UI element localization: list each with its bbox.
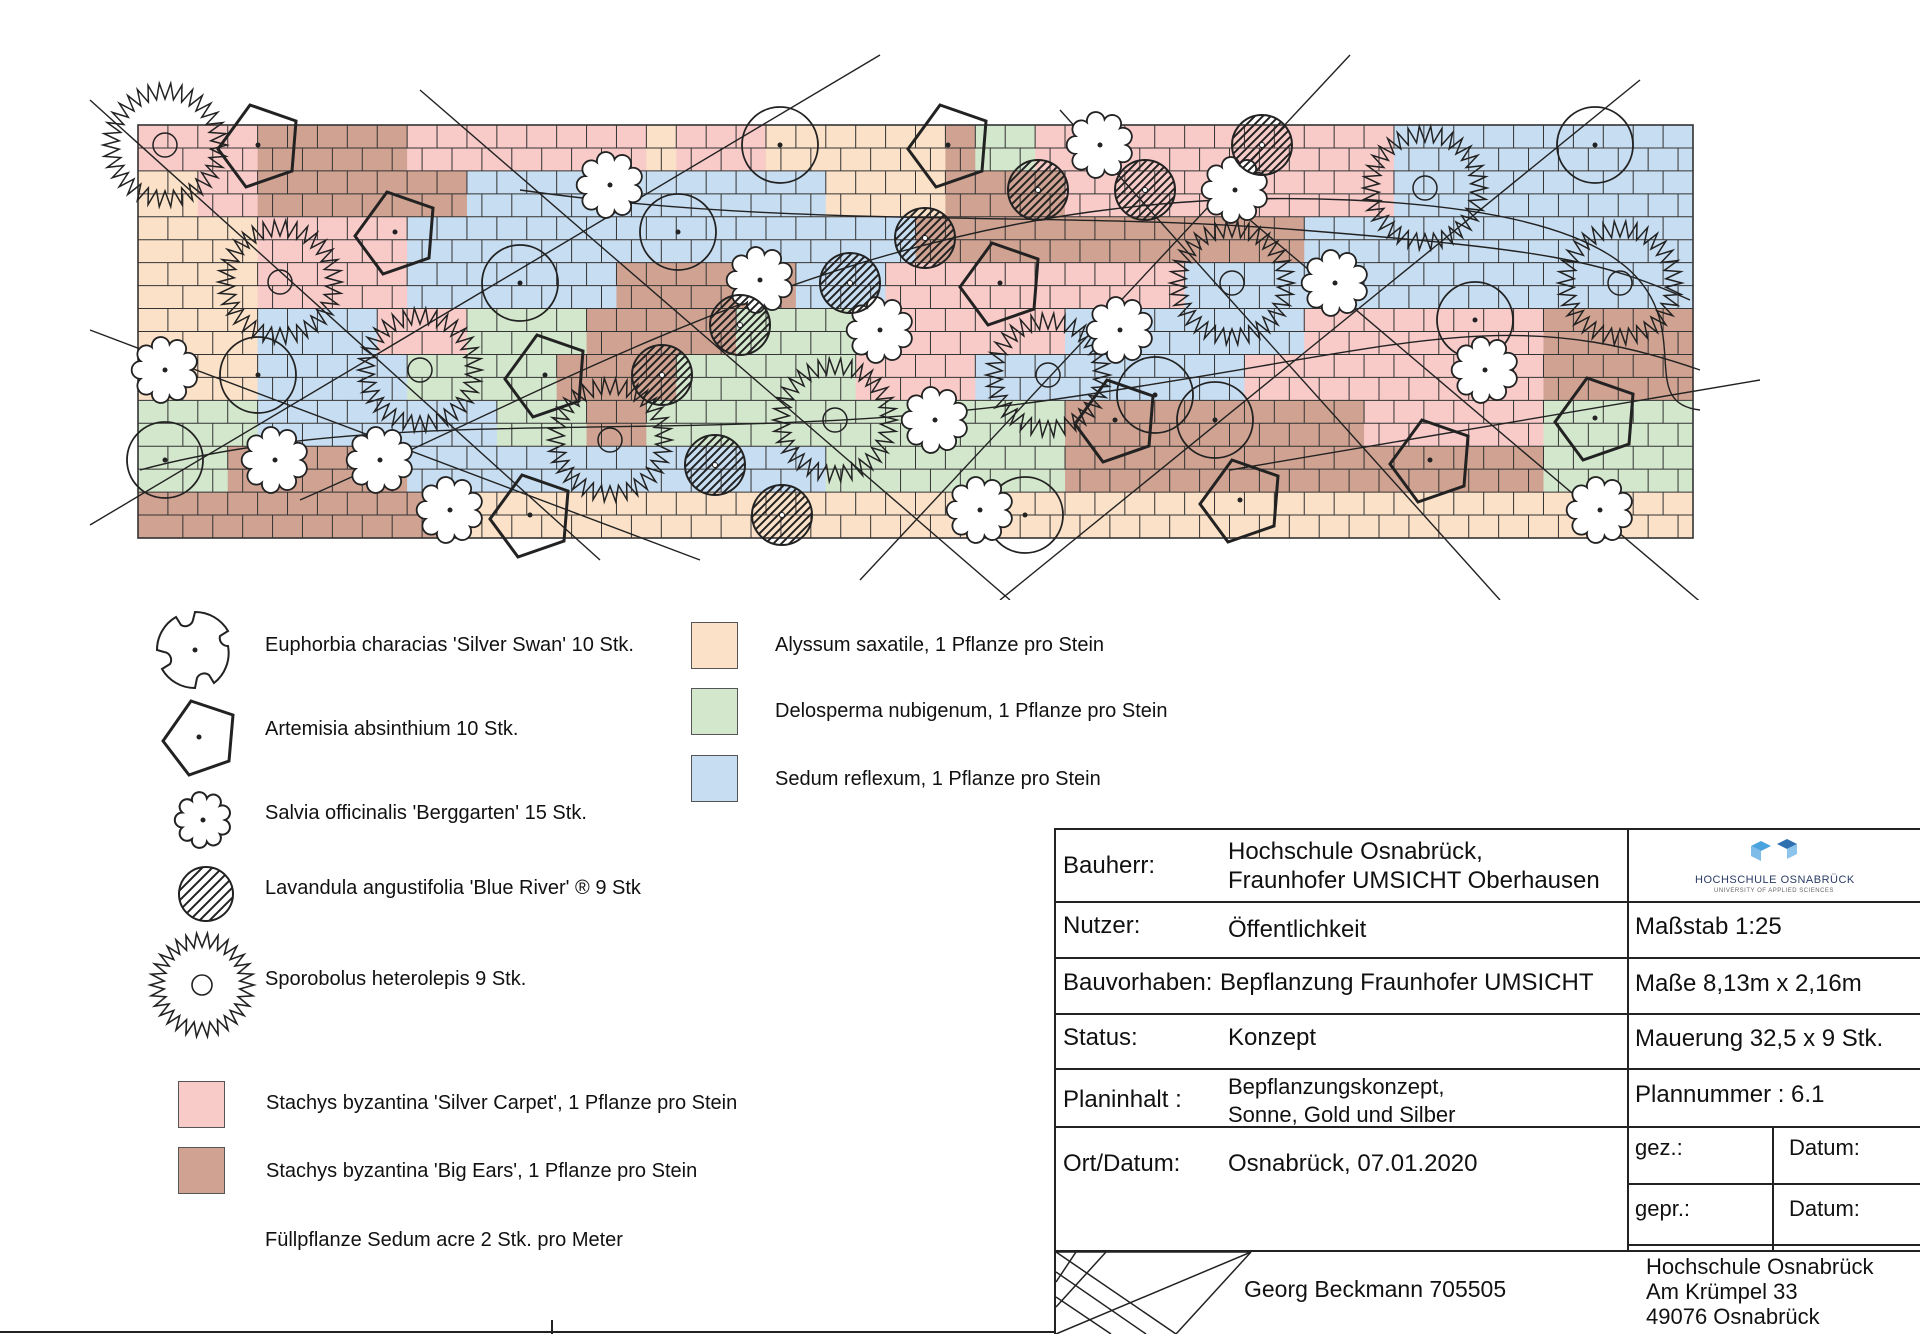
artemisia-plant	[1073, 378, 1155, 464]
salvia-plant	[1450, 336, 1518, 404]
datum-label-2: Datum:	[1789, 1196, 1860, 1221]
legend-label-artemisia: Artemisia absinthium 10 Stk.	[265, 718, 519, 740]
legend-label-stachys-silver: Stachys byzantina 'Silver Carpet', 1 Pfl…	[266, 1092, 738, 1114]
salvia-plant	[945, 476, 1013, 544]
logo-text: HOCHSCHULE OSNABRÜCK	[1695, 874, 1855, 886]
frame-divider-tick	[551, 1320, 553, 1334]
salvia-plant	[725, 246, 793, 314]
artemisia-icon	[161, 699, 235, 777]
swatch-alyssum	[691, 622, 738, 669]
bauherr-value-line1: Hochschule Osnabrück,	[1228, 838, 1483, 865]
swatch-stachys-bigears	[178, 1147, 225, 1194]
euphorbia-plant	[219, 336, 297, 414]
status-label: Status:	[1063, 1024, 1138, 1051]
logo-subtext: UNIVERSITY OF APPLIED SCIENCES	[1714, 888, 1834, 894]
hatch-corner-graphic	[1056, 1252, 1252, 1334]
masse-value: Maße 8,13m x 2,16m	[1635, 970, 1862, 997]
hochschule-logo-icon	[1751, 839, 1797, 861]
artemisia-plant	[1553, 376, 1635, 462]
euphorbia-plant	[1176, 381, 1254, 459]
salvia-plant	[415, 476, 483, 544]
salvia-icon	[173, 791, 231, 849]
bauvorhaben-value: Bepflanzung Fraunhofer UMSICHT	[1220, 969, 1594, 996]
legend-label-stachys-bigears: Stachys byzantina 'Big Ears', 1 Pflanze …	[266, 1160, 698, 1182]
swatch-delosperma	[691, 688, 738, 735]
salvia-plant	[130, 336, 198, 404]
title-block: Bauherr: Hochschule Osnabrück, Fraunhofe…	[1054, 828, 1920, 1334]
frame-bottom-line	[0, 1331, 1054, 1333]
datum-label-1: Datum:	[1789, 1135, 1860, 1160]
salvia-plant	[1085, 296, 1153, 364]
legend-label-sporobolus: Sporobolus heterolepis 9 Stk.	[265, 968, 527, 990]
bauvorhaben-label: Bauvorhaben:	[1063, 969, 1213, 996]
ort-datum-value: Osnabrück, 07.01.2020	[1228, 1150, 1478, 1177]
euphorbia-plant	[639, 193, 717, 271]
salvia-plant	[1300, 249, 1368, 317]
euphorbia-icon	[155, 610, 230, 690]
legend-label-salvia: Salvia officinalis 'Berggarten' 15 Stk.	[265, 802, 587, 824]
author-name: Georg Beckmann 705505	[1244, 1276, 1507, 1302]
legend-label-lavandula: Lavandula angustifolia 'Blue River' ® 9 …	[265, 877, 641, 899]
sporobolus-plant	[355, 305, 485, 435]
planinhalt-value-line1: Bepflanzungskonzept,	[1228, 1074, 1445, 1099]
status-value: Konzept	[1228, 1024, 1317, 1051]
artemisia-plant	[1388, 418, 1470, 504]
salvia-plant	[900, 386, 968, 454]
sporobolus-plant	[770, 355, 900, 485]
plannummer-value: Plannummer : 6.1	[1635, 1081, 1825, 1108]
salvia-plant	[1565, 476, 1633, 544]
nutzer-label: Nutzer:	[1063, 912, 1141, 939]
sporobolus-plant	[100, 80, 230, 210]
sporobolus-plant	[1167, 218, 1297, 348]
massstab-value: Maßstab 1:25	[1635, 913, 1782, 940]
gez-label: gez.:	[1635, 1135, 1683, 1160]
gepr-label: gepr.:	[1635, 1196, 1691, 1221]
planinhalt-label: Planinhalt :	[1063, 1086, 1182, 1113]
ort-datum-label: Ort/Datum:	[1063, 1150, 1181, 1177]
swatch-stachys-silver	[178, 1081, 225, 1128]
artemisia-plant	[1198, 458, 1280, 544]
sporobolus-plant	[215, 217, 345, 347]
address-line3: 49076 Osnabrück	[1646, 1304, 1820, 1329]
sporobolus-plant	[1360, 123, 1490, 253]
mauerung-value: Mauerung 32,5 x 9 Stk.	[1635, 1025, 1884, 1052]
address-line2: Am Krümpel 33	[1646, 1279, 1798, 1304]
legend-label-euphorbia: Euphorbia characias 'Silver Swan' 10 Stk…	[265, 634, 634, 656]
nutzer-value: Öffentlichkeit	[1228, 916, 1367, 943]
salvia-plant	[240, 426, 308, 494]
sporobolus-icon	[147, 930, 257, 1040]
euphorbia-plant	[1556, 106, 1634, 184]
euphorbia-plant	[481, 244, 559, 322]
swatch-sedum-reflexum	[691, 755, 738, 802]
artemisia-plant	[353, 190, 435, 276]
legend-note-fuellpflanze: Füllpflanze Sedum acre 2 Stk. pro Meter	[265, 1229, 623, 1251]
salvia-plant	[345, 426, 413, 494]
euphorbia-plant	[741, 106, 819, 184]
salvia-plant	[1065, 111, 1133, 179]
legend-label-delosperma: Delosperma nubigenum, 1 Pflanze pro Stei…	[775, 700, 1168, 722]
sporobolus-plant	[545, 375, 675, 505]
bauherr-value-line2: Fraunhofer UMSICHT Oberhausen	[1228, 867, 1600, 894]
salvia-plant	[575, 151, 643, 219]
legend-label-sedum-reflexum: Sedum reflexum, 1 Pflanze pro Stein	[775, 768, 1101, 790]
artemisia-plant	[958, 241, 1040, 327]
lavandula-icon	[178, 866, 234, 922]
sporobolus-plant	[1555, 218, 1685, 348]
planinhalt-value-line2: Sonne, Gold und Silber	[1228, 1102, 1456, 1127]
artemisia-plant	[503, 333, 585, 419]
salvia-plant	[845, 296, 913, 364]
bauherr-label: Bauherr:	[1063, 852, 1156, 879]
artemisia-plant	[216, 103, 298, 189]
artemisia-plant	[488, 473, 570, 559]
address-line1: Hochschule Osnabrück	[1646, 1254, 1874, 1279]
sporobolus-plant	[983, 310, 1113, 440]
planting-plan	[89, 54, 1761, 600]
artemisia-plant	[906, 103, 988, 189]
legend-label-alyssum: Alyssum saxatile, 1 Pflanze pro Stein	[775, 634, 1105, 656]
euphorbia-plant	[126, 421, 204, 499]
